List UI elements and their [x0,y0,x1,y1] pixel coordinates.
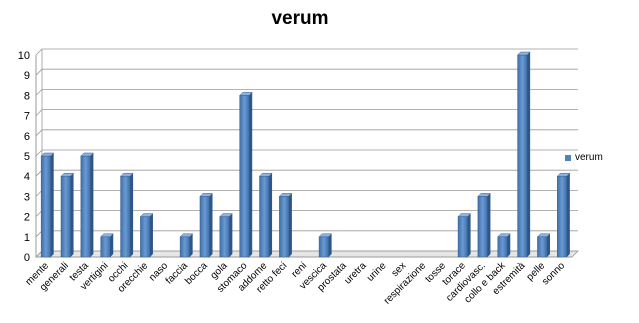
y-tick-label: 10 [18,50,30,62]
bar-front [60,175,71,258]
y-tick-label: 1 [24,232,30,244]
bar-side [546,233,550,257]
y-tick-label: 5 [24,151,30,163]
bar-front [537,236,548,258]
bar-side [70,173,74,257]
bar-side [149,213,153,257]
legend-swatch [565,154,571,161]
y-tick-label: 9 [24,70,30,82]
bar-side [130,173,134,257]
chart-title: verum [271,8,329,29]
chart-floor [35,250,579,258]
bar [119,172,134,258]
bar-side [487,193,491,257]
bar-side [566,173,570,257]
bar [60,172,75,258]
x-tick-label: uretra [342,260,369,287]
bar-front [219,216,230,258]
bar [139,213,154,258]
y-tick-label: 3 [24,191,30,203]
y-tick-label: 8 [24,90,30,102]
bar-side [328,233,332,257]
bar-side [269,173,273,257]
y-tick-label: 6 [24,131,30,143]
x-tick-label: sonno [540,260,567,287]
bar [199,193,214,258]
bar [536,233,551,258]
bar-side [90,153,94,257]
legend: verum [565,152,603,163]
y-tick-label: 7 [24,111,30,123]
bar [457,213,472,258]
y-tick-label: 4 [24,171,30,183]
bar [239,92,253,258]
bar [517,51,531,258]
bar [40,152,55,258]
bar-side [189,233,193,257]
bar-side [507,233,511,257]
bar-front [100,236,111,258]
bar-front [179,236,190,258]
y-tick-label: 0 [24,252,30,264]
bar-front [279,196,290,258]
bar [100,233,114,258]
plot-area [36,49,578,257]
bar-front [120,175,131,258]
bar [556,172,571,258]
bar-front [239,95,250,258]
bar [219,213,233,258]
bar [278,193,293,258]
bar-front [557,175,568,258]
bar [179,233,194,258]
bar-side [229,213,233,257]
bar-side [50,153,54,257]
bar-side [527,52,531,257]
bar [80,152,94,258]
y-tick-label: 2 [24,212,30,224]
bar-front [517,54,528,258]
bar-front [259,175,270,258]
bar-front [477,196,488,258]
bar-side [467,213,471,257]
bar-front [457,216,468,258]
bar-side [209,193,213,257]
bar [497,233,511,258]
bar-side [249,92,253,258]
bar-front [199,196,210,258]
bar-front [40,155,51,258]
bar-front [80,155,91,258]
bar [318,233,333,258]
bar [258,172,273,258]
bar-side [288,193,292,257]
bar-front [140,216,151,258]
bar [477,193,492,258]
bar-front [318,236,329,258]
legend-label: verum [575,152,603,163]
bar-front [497,236,508,258]
bar-side [110,233,114,257]
x-tick-label: bocca [183,260,210,287]
x-tick-label: urine [365,260,389,284]
